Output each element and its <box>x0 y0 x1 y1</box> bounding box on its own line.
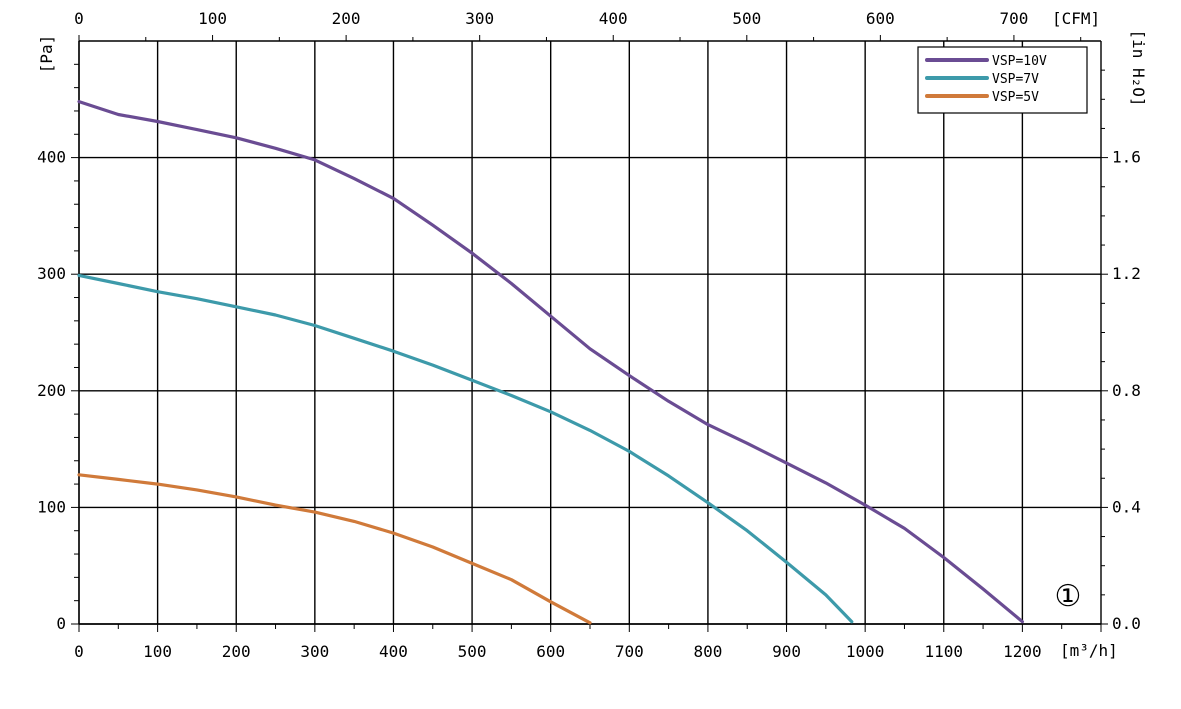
y-tick-label-2: 200 <box>37 381 66 400</box>
secondary-x-tick-label-6: 600 <box>866 9 895 28</box>
legend-label-2: VSP=5V <box>992 90 1039 105</box>
x-tick-label-0: 0 <box>74 642 84 661</box>
legend-label-0: VSP=10V <box>992 54 1047 69</box>
series-line-2 <box>77 473 592 625</box>
grid <box>78 41 1101 625</box>
y-tick-label-4: 400 <box>37 148 66 167</box>
x-tick-label-6: 600 <box>536 642 565 661</box>
y-tick-label-3: 300 <box>37 264 66 283</box>
legend-label-1: VSP=7V <box>992 72 1039 87</box>
secondary-y-tick-label-4: 1.6 <box>1112 148 1141 167</box>
curve-number: ① <box>1055 579 1082 614</box>
x-tick-label-12: 1200 <box>1003 642 1042 661</box>
x-tick-label-1: 100 <box>143 642 172 661</box>
y-tick-label-1: 100 <box>37 497 66 516</box>
legend: VSP=10V VSP=7V VSP=5V <box>917 46 1088 114</box>
secondary-x-tick-label-0: 0 <box>74 9 84 28</box>
y-tick-label-0: 0 <box>56 614 66 633</box>
x-tick-label-4: 400 <box>379 642 408 661</box>
secondary-y-axis-label: [in H₂O] <box>1129 29 1148 106</box>
tick-labels: 0 100 200 300 400 500 600 700 800 900 1000 1100 1200… <box>37 9 1141 661</box>
x-axis-label: [m³/h] <box>1060 641 1118 660</box>
secondary-y-tick-label-2: 0.8 <box>1112 381 1141 400</box>
x-tick-label-7: 700 <box>615 642 644 661</box>
secondary-y-tick-label-3: 1.2 <box>1112 264 1141 283</box>
series-line-1 <box>77 273 854 624</box>
x-tick-label-11: 1100 <box>925 642 964 661</box>
x-tick-label-5: 500 <box>458 642 487 661</box>
y-axis-label: [Pa] <box>37 35 56 74</box>
secondary-y-tick-label-1: 0.4 <box>1112 497 1141 516</box>
x-tick-label-10: 1000 <box>846 642 885 661</box>
x-tick-label-3: 300 <box>300 642 329 661</box>
series-lines <box>77 99 1025 625</box>
x-tick-label-9: 900 <box>772 642 801 661</box>
secondary-x-axis-label: [CFM] <box>1052 9 1100 28</box>
secondary-x-tick-label-4: 400 <box>599 9 628 28</box>
axes <box>71 35 1108 632</box>
secondary-x-tick-label-7: 700 <box>999 9 1028 28</box>
secondary-x-tick-label-5: 500 <box>732 9 761 28</box>
series-line-0 <box>77 99 1025 624</box>
secondary-x-tick-label-1: 100 <box>198 9 227 28</box>
secondary-y-tick-label-0: 0.0 <box>1112 614 1141 633</box>
secondary-x-tick-label-3: 300 <box>465 9 494 28</box>
x-tick-label-2: 200 <box>222 642 251 661</box>
x-tick-label-8: 800 <box>693 642 722 661</box>
secondary-x-tick-label-2: 200 <box>332 9 361 28</box>
